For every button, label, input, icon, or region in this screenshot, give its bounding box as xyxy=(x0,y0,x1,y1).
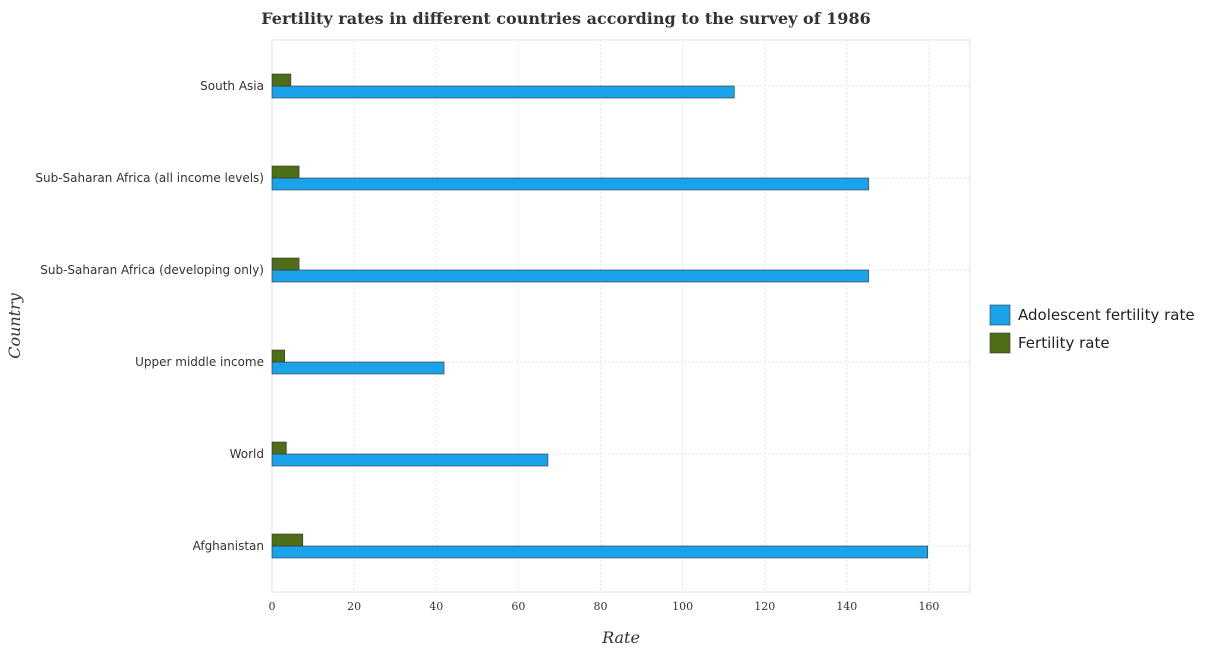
plot-frame xyxy=(271,39,971,593)
grid xyxy=(271,39,971,593)
x-tick-label: 40 xyxy=(429,600,443,613)
category-label: Upper middle income xyxy=(135,355,264,369)
bar-fertility-rate xyxy=(271,349,286,363)
legend-label: Fertility rate xyxy=(1018,334,1110,352)
x-tick-label: 100 xyxy=(672,600,693,613)
x-axis-label: Rate xyxy=(601,628,640,647)
x-tick-label: 120 xyxy=(754,600,775,613)
bar-adolescent-fertility-rate xyxy=(271,85,735,99)
x-tick-label: 160 xyxy=(918,600,939,613)
bar-adolescent-fertility-rate xyxy=(271,453,549,467)
legend: Adolescent fertility rate Fertility rate xyxy=(989,304,1195,354)
category-label: Sub-Saharan Africa (developing only) xyxy=(40,263,264,277)
legend-swatch xyxy=(989,332,1011,354)
y-axis-categories: South Asia Sub-Saharan Africa (all income… xyxy=(35,79,264,553)
bar-fertility-rate xyxy=(271,441,287,455)
x-tick-label: 20 xyxy=(347,600,361,613)
chart-title: Fertility rates in different countries a… xyxy=(261,9,870,28)
bar-fertility-rate xyxy=(271,257,300,271)
x-tick-label: 140 xyxy=(836,600,857,613)
category-label: Afghanistan xyxy=(193,539,264,553)
y-axis-label: Country xyxy=(5,292,24,359)
bar-fertility-rate xyxy=(271,533,304,547)
category-label: Sub-Saharan Africa (all income levels) xyxy=(35,171,264,185)
bar-adolescent-fertility-rate xyxy=(271,361,445,375)
x-tick-label: 0 xyxy=(269,600,276,613)
bar-fertility-rate xyxy=(271,73,292,87)
bar-adolescent-fertility-rate xyxy=(271,177,869,191)
bar-fertility-rate xyxy=(271,165,300,179)
x-axis-ticks: 0 20 40 60 80 100 120 140 160 xyxy=(269,600,940,613)
x-tick-label: 60 xyxy=(511,600,525,613)
bars xyxy=(271,73,929,559)
bar-adolescent-fertility-rate xyxy=(271,545,929,559)
category-label: South Asia xyxy=(200,79,264,93)
category-label: World xyxy=(230,447,264,461)
bar-adolescent-fertility-rate xyxy=(271,269,869,283)
legend-swatch xyxy=(989,304,1011,326)
x-tick-label: 80 xyxy=(593,600,607,613)
legend-label: Adolescent fertility rate xyxy=(1018,306,1195,324)
